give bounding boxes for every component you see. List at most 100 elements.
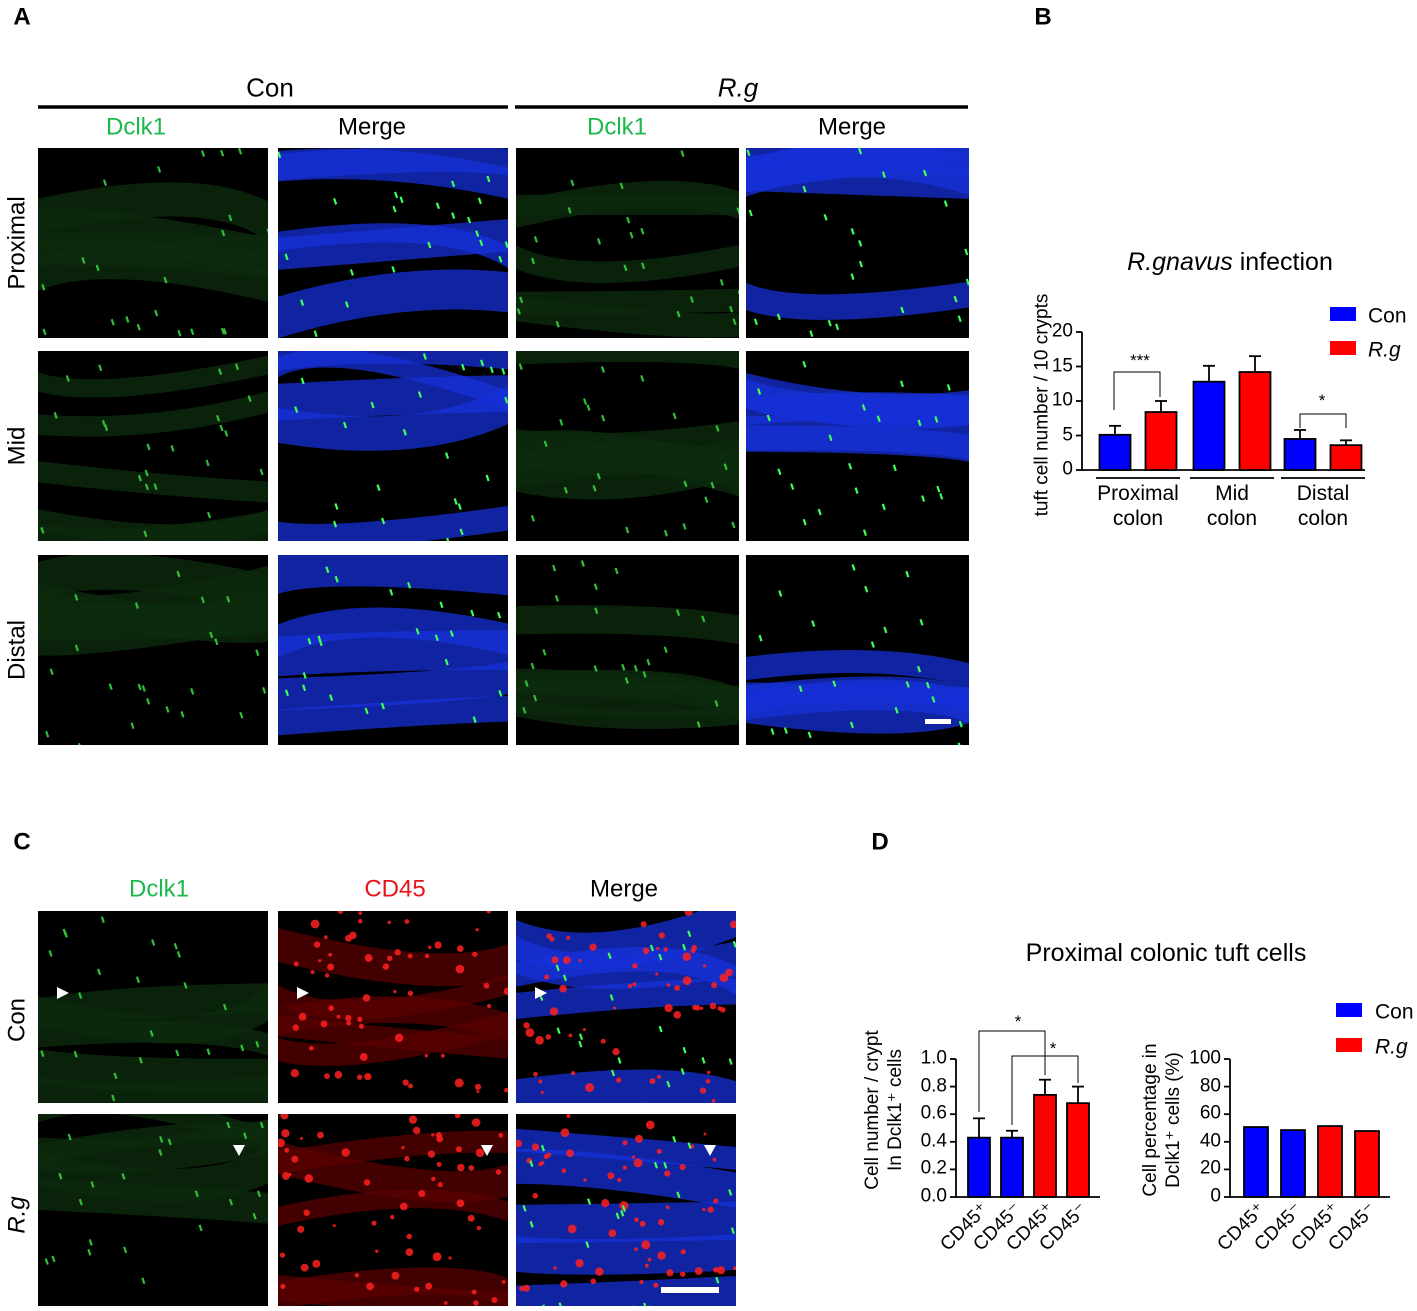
tuft-cell [470,609,475,617]
cd45-cell [402,1079,409,1086]
tuft-cell [881,171,886,178]
tuft-cell [876,415,881,423]
tuft-cell [167,1138,172,1146]
tuft-cell [49,668,54,676]
tuft-cell [173,942,178,950]
tuft-cell [220,149,225,157]
tuft-cell [206,337,208,338]
tuft-cell [776,313,781,321]
tuft-cell [159,1136,164,1143]
tuft-cell [592,484,597,492]
tissue [278,630,508,677]
tuft-cell [42,328,47,336]
cd45-cell [674,985,681,991]
tissue [278,505,508,541]
tuft-cell [307,637,312,645]
tuft-cell [922,169,928,177]
cd45-cell [633,1158,643,1168]
tuft-cell [216,414,221,422]
cd45-cell [281,1172,290,1180]
cd45-cell [431,1176,436,1182]
micrograph [38,555,268,745]
cd45-cell [427,945,432,950]
cd45-cell [682,976,692,986]
tissue [516,1069,736,1103]
tuft-cell [533,694,538,702]
column-label: Merge [817,113,887,141]
arrowhead [535,987,547,999]
significance-bracket [1299,413,1347,428]
bar [1283,438,1317,471]
cd45-cell [719,973,729,983]
cd45-cell [699,1087,707,1094]
tissue [746,650,969,688]
tuft-cell [540,1144,546,1152]
tuft-cell [485,474,490,482]
tuft-cell [163,276,168,284]
cd45-cell [733,1266,736,1271]
tuft-cell [427,241,432,249]
tuft-cell [731,521,736,529]
tissue [38,355,268,398]
tuft-cell [624,677,629,684]
cd45-cell [645,1120,655,1130]
tuft-cell [817,508,822,516]
tuft-cell [153,483,158,491]
cd45-cell [476,1090,480,1094]
tuft-cell [238,148,243,155]
tuft-cell [676,310,681,318]
tuft-cell [157,166,162,173]
tissue [516,1128,736,1170]
tuft-cell [580,560,585,567]
cd45-cell [278,1138,285,1148]
tuft-cell [175,1049,180,1057]
cd45-cell [725,968,733,977]
tuft-cell [646,658,651,666]
tuft-cell [177,329,182,337]
tuft-cell [207,511,212,519]
tuft-cell [596,238,602,245]
tuft-cell [284,689,290,697]
cd45-cell [531,1143,540,1151]
bar [1033,1093,1057,1198]
column-label: Dclk1 [105,113,167,141]
y-tick-label: 10 [1051,389,1073,411]
tuft-cell [200,596,205,604]
cd45-cell [346,1020,352,1026]
tuft-cell [446,537,450,541]
tissue [38,1179,268,1224]
tuft-cell [97,968,102,976]
tuft-cell [632,1305,635,1306]
cd45-cell [408,1115,418,1124]
column-label: Merge [589,875,659,903]
cd45-cell [414,1286,420,1292]
tuft-cell [444,658,449,666]
cd45-cell [310,970,315,975]
significance-bracket [978,1030,1046,1112]
row-label: Mid [3,426,31,466]
cd45-cell [291,1155,299,1163]
tuft-cell [334,575,339,583]
tuft-cell [444,452,450,459]
cd45-cell [327,963,335,971]
tissue [278,1275,508,1306]
tuft-cell [370,401,375,409]
tuft-cell [648,1305,651,1306]
tuft-cell [284,253,289,261]
tuft-cell [620,1209,625,1217]
cd45-cell [640,921,647,928]
cd45-cell [560,1280,568,1288]
tuft-cell [498,255,503,263]
tuft-cell [81,257,86,264]
tuft-cell [380,702,385,710]
cd45-cell [700,1006,704,1010]
cd45-cell [627,983,633,989]
cd45-cell [705,1078,711,1084]
tuft-cell [102,179,108,187]
cd45-cell [358,1023,365,1029]
micrograph [516,148,739,338]
cd45-cell [457,1163,465,1172]
cd45-cell [694,1267,703,1275]
cd45-cell [280,1283,286,1290]
